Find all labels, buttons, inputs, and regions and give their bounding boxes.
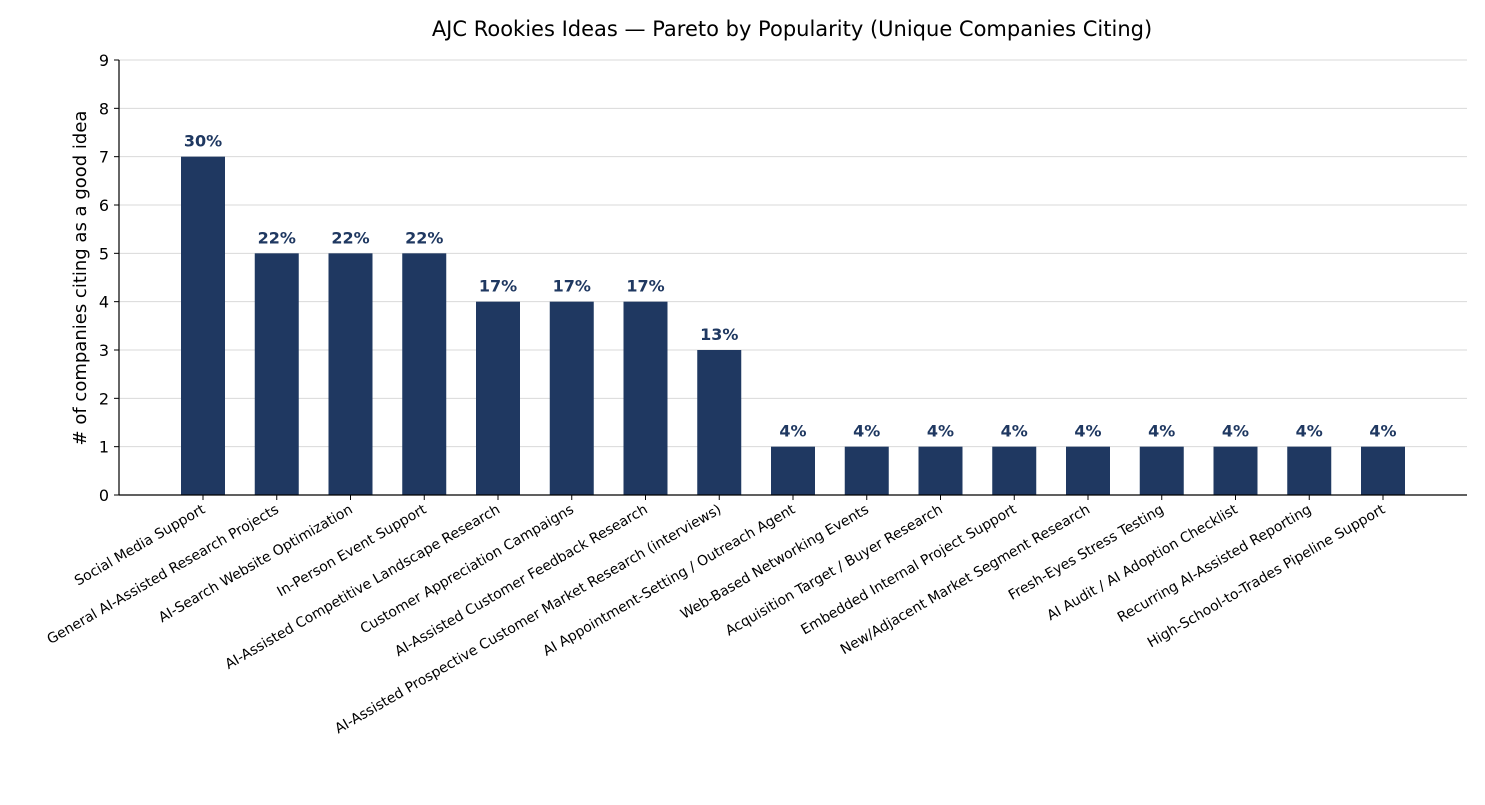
bar	[1361, 446, 1405, 495]
data-label: 4%	[1369, 422, 1396, 441]
y-tick-label: 1	[99, 438, 109, 457]
x-tick-label: AI-Assisted Competitive Landscape Resear…	[222, 502, 503, 673]
data-label: 4%	[779, 422, 806, 441]
bar	[402, 253, 447, 495]
data-label: 22%	[331, 228, 369, 247]
bar	[476, 301, 520, 495]
data-labels: 30% 22% 22% 22% 17% 17% 17% 13% 4% 4% 4% 4% 4% 4% 4% 4%…	[184, 132, 1397, 441]
bar	[1066, 446, 1110, 495]
bar	[1213, 446, 1258, 495]
bar	[992, 446, 1037, 495]
data-label: 17%	[479, 277, 517, 296]
bar	[549, 301, 594, 495]
bar	[254, 253, 299, 495]
y-axis-label: # of companies citing as a good idea	[70, 111, 91, 446]
data-label: 4%	[1148, 422, 1175, 441]
y-tick-label: 3	[99, 341, 109, 360]
y-tick-label: 7	[99, 148, 109, 167]
bar	[697, 350, 742, 495]
data-label: 4%	[1001, 422, 1028, 441]
bars	[181, 156, 1405, 495]
data-label: 22%	[258, 228, 296, 247]
data-label: 4%	[853, 422, 880, 441]
data-label: 17%	[626, 277, 664, 296]
bar	[771, 446, 815, 495]
bar	[918, 446, 963, 495]
y-tick-label: 8	[99, 99, 109, 118]
data-label: 4%	[1222, 422, 1249, 441]
y-tick-label: 4	[99, 293, 109, 312]
y-ticks: 0 1 2 3 4 5 6 7 8 9	[99, 51, 119, 505]
data-label: 30%	[184, 132, 222, 151]
y-tick-label: 6	[99, 196, 109, 215]
data-label: 4%	[927, 422, 954, 441]
bar	[623, 301, 668, 495]
y-tick-label: 0	[99, 486, 109, 505]
data-label: 22%	[405, 228, 443, 247]
bar	[1139, 446, 1184, 495]
x-tick-label: Social Media Support	[72, 501, 208, 589]
data-label: 13%	[700, 325, 738, 344]
y-tick-label: 9	[99, 51, 109, 70]
bar	[181, 156, 225, 495]
gridlines	[119, 59, 1467, 448]
data-label: 4%	[1296, 422, 1323, 441]
bar	[1287, 446, 1332, 495]
data-label: 17%	[553, 277, 591, 296]
bar	[844, 446, 889, 495]
y-tick-label: 5	[99, 244, 109, 263]
bar	[328, 253, 373, 495]
y-tick-label: 2	[99, 389, 109, 408]
data-label: 4%	[1074, 422, 1101, 441]
chart-title: AJC Rookies Ideas — Pareto by Popularity…	[432, 17, 1152, 41]
